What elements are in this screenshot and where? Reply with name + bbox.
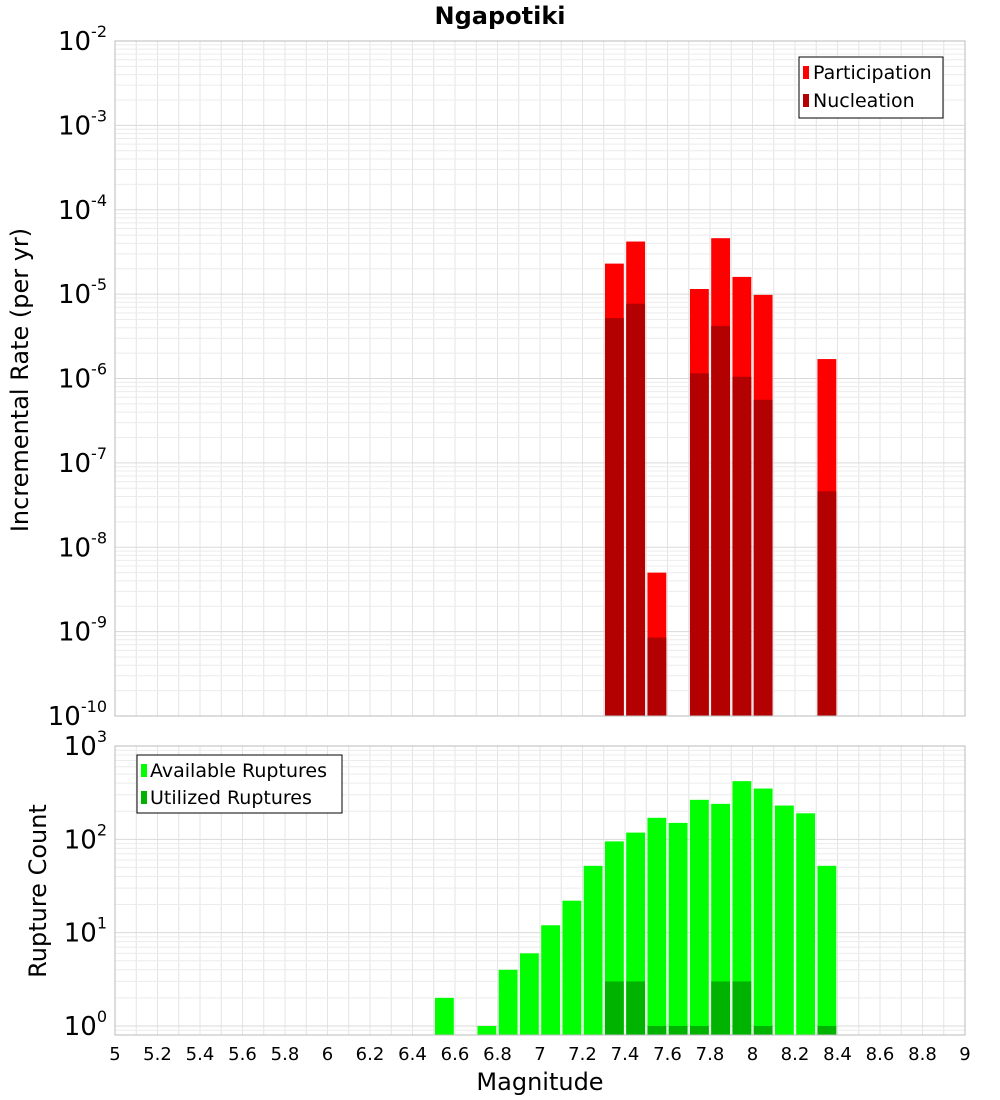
bottom-bar-available-ruptures (796, 813, 816, 1035)
bottom-bar-available-ruptures (668, 822, 688, 1035)
legend-swatch-nucleation (803, 94, 809, 107)
x-axis-title: Magnitude (476, 1068, 603, 1096)
top-bar-nucleation (626, 303, 646, 716)
x-tick-label: 6.8 (483, 1044, 512, 1065)
y-tick-label: 10-8 (58, 528, 107, 563)
x-tick-label: 5 (109, 1044, 120, 1065)
legend-swatch-participation (803, 66, 809, 79)
bottom-panel: 100 101 102 103 Rupture Count Available Rup… (24, 727, 966, 1042)
bottom-bar-available-ruptures (732, 781, 752, 1035)
legend-label-nucleation: Nucleation (813, 90, 915, 112)
legend-swatch-available (141, 764, 147, 777)
top-bar-nucleation (753, 399, 773, 716)
bottom-bar-available-ruptures (477, 1025, 497, 1035)
y-tick-label: 10-10 (48, 697, 107, 732)
legend-label-utilized: Utilized Ruptures (150, 787, 312, 809)
top-panel: 10-10 10-9 10-8 10-7 10-6 10-5 10-4 10-3 10-2 In… (6, 22, 966, 732)
x-tick-label: 6.2 (356, 1044, 385, 1065)
x-tick-label: 7.6 (653, 1044, 682, 1065)
bottom-bar-available-ruptures (647, 817, 667, 1035)
bottom-bar-utilized-ruptures (647, 1025, 667, 1035)
x-tick-label: 6.6 (441, 1044, 470, 1065)
x-tick-label: 9 (959, 1044, 970, 1065)
top-bar-nucleation (604, 318, 624, 716)
y-tick-label: 102 (64, 820, 107, 855)
bottom-bar-available-ruptures (583, 865, 603, 1035)
y-tick-label: 10-2 (58, 22, 107, 57)
x-tick-label: 8.6 (866, 1044, 895, 1065)
x-tick-label: 7 (534, 1044, 545, 1065)
bottom-bar-available-ruptures (498, 969, 518, 1035)
bottom-bar-available-ruptures (774, 805, 794, 1035)
x-tick-label: 5.6 (228, 1044, 257, 1065)
chart-title: Ngapotiki (434, 2, 565, 30)
bottom-bar-available-ruptures (817, 865, 837, 1035)
x-tick-label: 8.2 (781, 1044, 810, 1065)
bottom-bar-available-ruptures (562, 900, 582, 1035)
x-tick-label: 5.2 (143, 1044, 172, 1065)
x-tick-label: 7.8 (696, 1044, 725, 1065)
bottom-y-axis-title: Rupture Count (24, 804, 52, 978)
bottom-bar-available-ruptures (689, 799, 709, 1035)
top-bar-nucleation (711, 325, 731, 716)
x-tick-label: 8.4 (823, 1044, 852, 1065)
bottom-bar-utilized-ruptures (689, 1025, 709, 1035)
legend-label-participation: Participation (813, 62, 932, 84)
y-tick-label: 10-5 (58, 275, 107, 310)
top-bar-nucleation (689, 373, 709, 716)
top-y-ticks: 10-10 10-9 10-8 10-7 10-6 10-5 10-4 10-3 10-2 (48, 22, 107, 732)
bottom-bar-utilized-ruptures (817, 1025, 837, 1035)
bottom-bar-utilized-ruptures (711, 981, 731, 1035)
top-y-axis-title: Incremental Rate (per yr) (6, 228, 34, 532)
bottom-legend-box (136, 754, 343, 814)
top-legend-box (798, 56, 944, 119)
y-tick-label: 10-7 (58, 444, 107, 479)
x-tick-label: 8 (747, 1044, 758, 1065)
bottom-bar-available-ruptures (541, 925, 561, 1035)
y-tick-label: 10-4 (58, 191, 107, 226)
x-tick-label: 7.4 (611, 1044, 640, 1065)
x-tick-label: 5.4 (186, 1044, 215, 1065)
bottom-bar-utilized-ruptures (732, 981, 752, 1035)
y-tick-label: 10-9 (58, 613, 107, 648)
bottom-bar-utilized-ruptures (604, 981, 624, 1035)
top-bar-nucleation (817, 491, 837, 716)
bottom-bar-available-ruptures (711, 803, 731, 1035)
x-tick-label: 6.4 (398, 1044, 427, 1065)
bottom-y-ticks: 100 101 102 103 (64, 727, 107, 1042)
bottom-bar-utilized-ruptures (626, 981, 646, 1035)
bottom-bar-available-ruptures (519, 953, 539, 1035)
bottom-bar-available-ruptures (434, 997, 454, 1035)
bottom-bar-utilized-ruptures (668, 1025, 688, 1035)
x-tick-label: 7.2 (568, 1044, 597, 1065)
top-bars (604, 238, 837, 717)
x-ticks: 5 5.2 5.4 5.6 5.8 6 6.2 6.4 6.6 6.8 7 7.2 7.4 7.6 7.8 8… (109, 1044, 970, 1065)
bottom-bar-available-ruptures (753, 788, 773, 1035)
top-bar-nucleation (732, 376, 752, 716)
bottom-bars (434, 781, 837, 1035)
top-bar-nucleation (647, 637, 667, 716)
top-legend: Participation Nucleation (798, 56, 944, 119)
x-tick-label: 5.8 (271, 1044, 300, 1065)
legend-label-available: Available Ruptures (150, 760, 327, 782)
legend-swatch-utilized (141, 791, 147, 804)
y-tick-label: 103 (64, 727, 107, 762)
y-tick-label: 100 (64, 1007, 107, 1042)
x-tick-label: 8.8 (908, 1044, 937, 1065)
top-plot-frame (114, 40, 966, 717)
bottom-bar-utilized-ruptures (753, 1025, 773, 1035)
bottom-plot-frame (114, 745, 966, 1036)
y-tick-label: 10-6 (58, 360, 107, 395)
y-tick-label: 101 (64, 914, 107, 949)
x-tick-label: 6 (322, 1044, 333, 1065)
top-grid (114, 40, 966, 717)
bottom-legend: Available Ruptures Utilized Ruptures (136, 754, 343, 814)
y-tick-label: 10-3 (58, 106, 107, 141)
